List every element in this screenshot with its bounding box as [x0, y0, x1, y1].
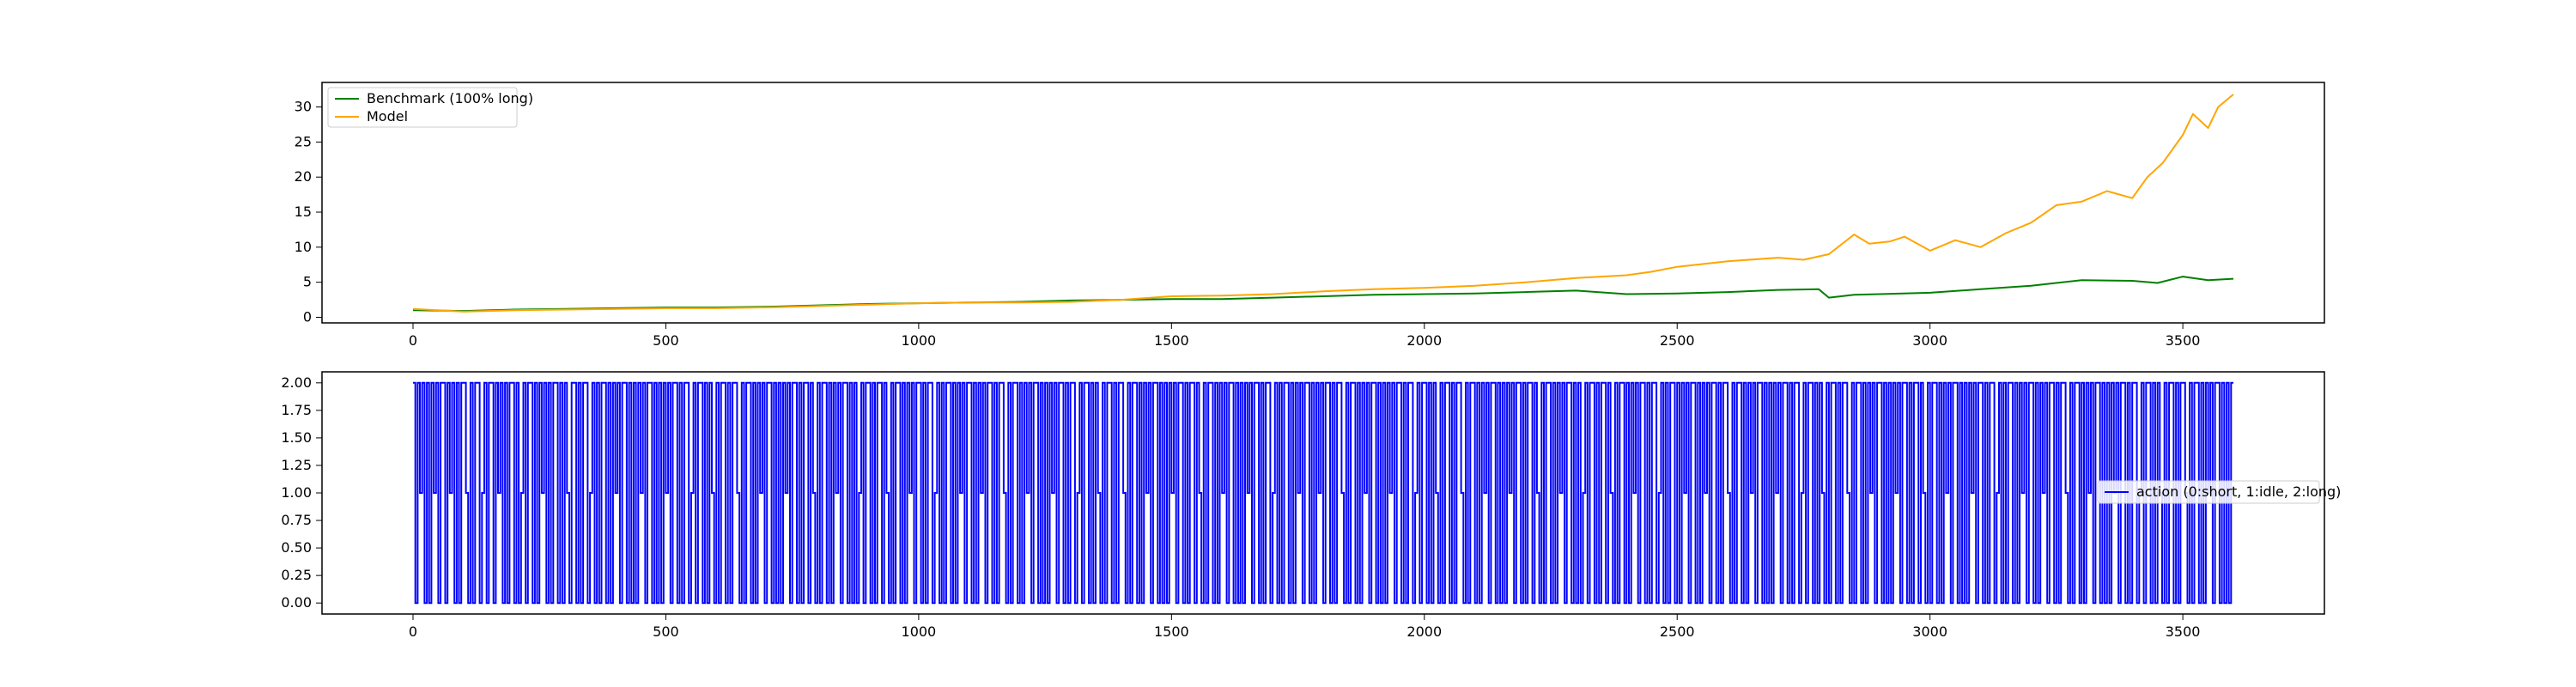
action-x-tick-label: 0 — [409, 623, 417, 640]
action-y-tick-label: 1.75 — [281, 402, 312, 418]
action-y-tick-label: 1.50 — [281, 429, 312, 446]
action-x-tick-label: 1500 — [1154, 623, 1189, 640]
equity-curve-x-tick-label: 1500 — [1154, 332, 1189, 349]
action-y-tick-label: 1.25 — [281, 457, 312, 473]
equity-curve-y-tick-label: 15 — [295, 204, 312, 220]
equity-curve-y-tick-label: 20 — [295, 168, 312, 185]
action-x-tick-label: 2000 — [1406, 623, 1442, 640]
action-step-line — [413, 381, 2233, 605]
legend-label-model: Model — [367, 108, 408, 125]
equity-curve-y-ticks: 0 5 10 15 20 25 30 — [295, 99, 322, 325]
action-y-tick-label: 0.00 — [281, 594, 312, 611]
equity-curve-x-tick-label: 3500 — [2166, 332, 2201, 349]
model-line — [412, 94, 2234, 313]
equity-curve-x-tick-label: 2000 — [1406, 332, 1442, 349]
benchmark-line — [412, 276, 2234, 313]
action-y-tick-label: 1.00 — [281, 484, 312, 501]
action-x-tick-label: 1000 — [902, 623, 937, 640]
equity-curve-y-tick-label: 30 — [295, 99, 312, 115]
action-y-tick-label: 2.00 — [281, 374, 312, 391]
action-y-tick-label: 0.75 — [281, 512, 312, 528]
equity-curve-plot-frame — [321, 82, 2325, 324]
action-line — [413, 381, 2233, 605]
equity-curve-x-tick-label: 500 — [653, 332, 679, 349]
equity-curve-x-tick-label: 1000 — [902, 332, 937, 349]
equity-curve-legend: Benchmark (100% long) Model — [327, 87, 533, 128]
action-x-tick-label: 3500 — [2166, 623, 2201, 640]
legend-label-benchmark: Benchmark (100% long) — [367, 90, 533, 106]
action-x-tick-label: 2500 — [1660, 623, 1695, 640]
equity-curve-x-tick-label: 2500 — [1660, 332, 1695, 349]
equity-curve-x-tick-label: 0 — [409, 332, 417, 349]
action-legend-box — [2097, 480, 2320, 504]
action-legend: action (0:short, 1:idle, 2:long) — [2097, 480, 2341, 504]
action-y-ticks: 0.00 0.25 0.50 0.75 1.00 1.25 1.50 1.75 2.00 — [281, 374, 322, 611]
action-y-tick-label: 0.25 — [281, 567, 312, 583]
equity-curve-y-tick-label: 10 — [295, 239, 312, 255]
legend-label-action: action (0:short, 1:idle, 2:long) — [2136, 483, 2341, 500]
action-x-tick-label: 3000 — [1912, 623, 1947, 640]
equity-curve-x-tick-label: 3000 — [1912, 332, 1947, 349]
action-y-tick-label: 0.50 — [281, 539, 312, 556]
equity-curve-x-ticks: 0 500 1000 1500 2000 2500 3000 3500 — [409, 323, 2201, 349]
legend-box — [327, 87, 518, 128]
equity-curve-panel: 0 500 1000 1500 2000 2500 3000 3500 0 5 10 15 20 25 3… — [295, 82, 2325, 349]
equity-curve-lines — [412, 94, 2234, 313]
equity-curve-y-tick-label: 25 — [295, 133, 312, 149]
equity-curve-y-tick-label: 5 — [303, 274, 312, 290]
action-x-ticks: 0 500 1000 1500 2000 2500 3000 3500 — [409, 614, 2201, 640]
action-panel: 0 500 1000 1500 2000 2500 3000 3500 0.00 0.25 0.5… — [281, 371, 2341, 640]
equity-curve-y-tick-label: 0 — [303, 308, 312, 325]
action-x-tick-label: 500 — [653, 623, 679, 640]
